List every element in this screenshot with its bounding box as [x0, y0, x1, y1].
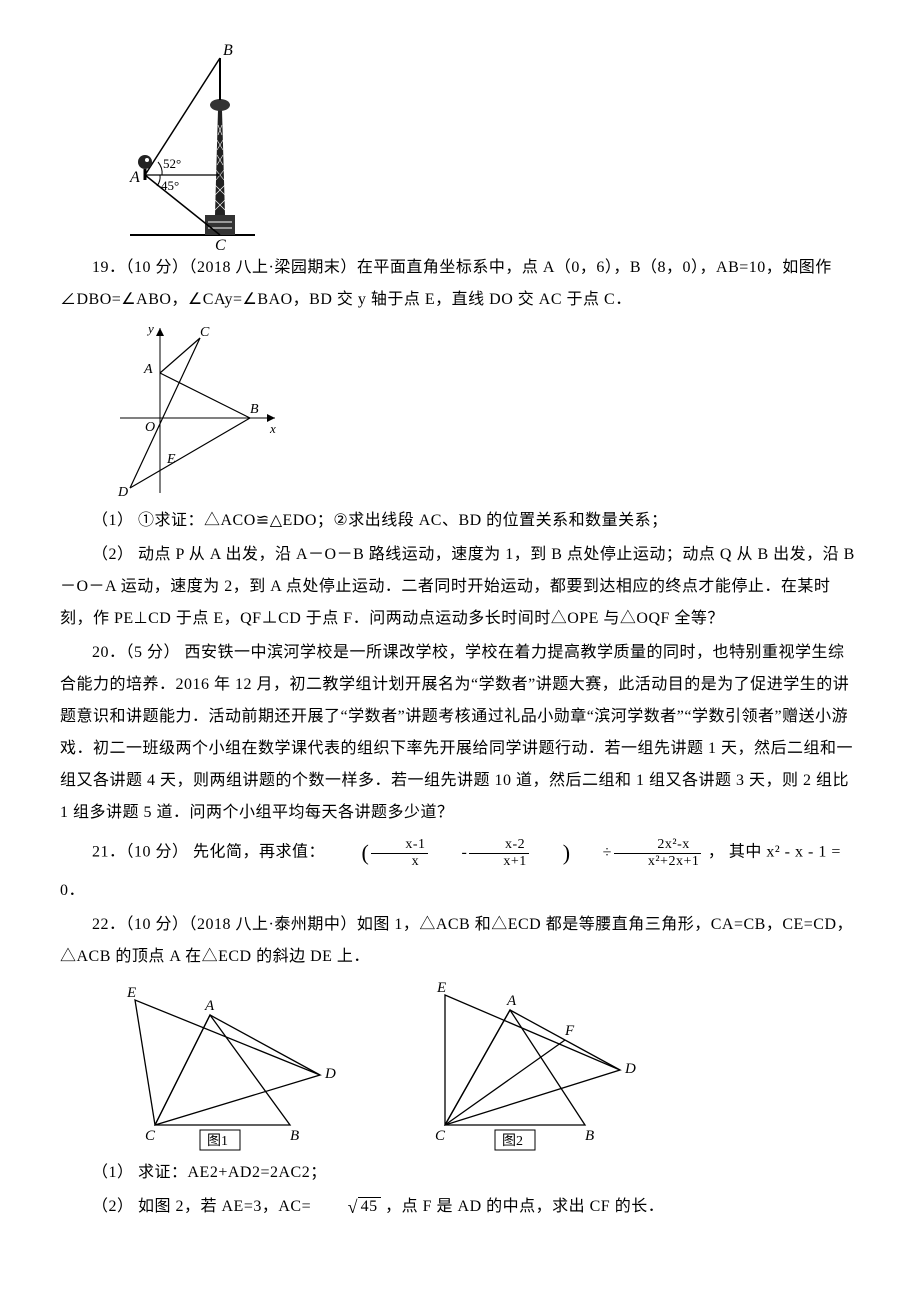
figure-tower: A B C 52° 45°: [100, 40, 860, 250]
q19-header: 19．（10 分）（2018 八上·梁园期末）在平面直角坐标系中，点 A（0，6…: [60, 252, 860, 316]
q19-E: E: [166, 452, 176, 467]
q21-tail: ， 其中: [708, 844, 762, 861]
q19-svg: O A B C D E x y: [100, 318, 290, 503]
f2-label: 图2: [502, 1134, 523, 1149]
q21-f1d: x: [371, 854, 427, 869]
q19-part2: （2） 动点 P 从 A 出发，沿 A－O－B 路线运动，速度为 1，到 B 点…: [60, 539, 860, 635]
sqrt-45-rad: 45: [358, 1197, 381, 1215]
f1-A: A: [204, 998, 215, 1014]
q22-p2-pre: （2） 如图 2，若 AE=3，AC=: [92, 1198, 316, 1215]
q21-f3n: 2x²-x: [614, 837, 702, 853]
q19-x: x: [269, 421, 276, 436]
q22-part2: （2） 如图 2，若 AE=3，AC= 45 ，点 F 是 AD 的中点，求出 …: [60, 1191, 860, 1223]
q20-text: 20．（5 分） 西安铁一中滨河学校是一所课改学校，学校在着力提高教学质量的同时…: [60, 637, 860, 829]
q21-rp: ): [531, 831, 571, 875]
f1-C: C: [145, 1128, 156, 1144]
q21-f1: x-1 x: [369, 837, 429, 869]
label-C: C: [215, 237, 226, 250]
q21-prefix: 21．（10 分） 先化简，再求值：: [92, 844, 325, 861]
f2-B: B: [585, 1128, 594, 1144]
q21-lp: (: [330, 831, 370, 875]
q19-y: y: [146, 321, 154, 336]
q21: 21．（10 分） 先化简，再求值： ( x-1 x - x-2 x+1 ) ÷…: [60, 831, 860, 907]
label-A: A: [129, 169, 140, 186]
q21-f2n: x-2: [469, 837, 528, 853]
figure-q22-row: E A D C B 图1 E A F D C B 图2: [100, 975, 860, 1155]
q19-D: D: [117, 485, 128, 500]
q22-header: 22．（10 分）（2018 八上·泰州期中）如图 1，△ACB 和△ECD 都…: [60, 909, 860, 973]
f2-A: A: [506, 993, 517, 1009]
label-52: 52°: [163, 156, 181, 171]
q21-f1n: x-1: [371, 837, 427, 853]
f2-E: E: [436, 980, 446, 996]
q22-p2-post: ，点 F 是 AD 的中点，求出 CF 的长．: [385, 1198, 664, 1215]
figure-q19: O A B C D E x y: [100, 318, 860, 503]
label-B: B: [223, 42, 233, 59]
q21-expression: ( x-1 x - x-2 x+1 ) ÷ 2x²-x x²+2x+1: [330, 831, 704, 875]
page-root: A B C 52° 45° 19．（10 分）（2018 八上·梁园期末）在平面…: [0, 0, 920, 1285]
f2-D: D: [624, 1061, 636, 1077]
q22-fig1: E A D C B 图1: [100, 975, 350, 1155]
q19-O: O: [145, 420, 155, 435]
f2-F: F: [564, 1023, 575, 1039]
q21-f2d: x+1: [469, 854, 528, 869]
q21-minus: -: [430, 837, 468, 869]
f1-label: 图1: [207, 1134, 228, 1149]
q21-f2: x-2 x+1: [467, 837, 530, 869]
f1-B: B: [290, 1128, 299, 1144]
f1-E: E: [126, 985, 136, 1001]
q22-fig2: E A F D C B 图2: [390, 975, 650, 1155]
f1-D: D: [324, 1066, 336, 1082]
q21-div: ÷: [571, 837, 612, 869]
q21-f3d: x²+2x+1: [614, 854, 702, 869]
q19-A: A: [143, 362, 153, 377]
q19-B: B: [250, 402, 259, 417]
q19-C: C: [200, 325, 210, 340]
q22-part1: （1） 求证：AE2+AD2=2AC2；: [60, 1157, 860, 1189]
tower-svg: A B C 52° 45°: [100, 40, 260, 250]
sqrt-45: 45: [316, 1191, 381, 1223]
q19-part1: （1） ①求证：△ACO≌△EDO；②求出线段 AC、BD 的位置关系和数量关系…: [60, 505, 860, 537]
q21-f3: 2x²-x x²+2x+1: [612, 837, 704, 869]
f2-C: C: [435, 1128, 446, 1144]
label-45: 45°: [161, 178, 179, 193]
